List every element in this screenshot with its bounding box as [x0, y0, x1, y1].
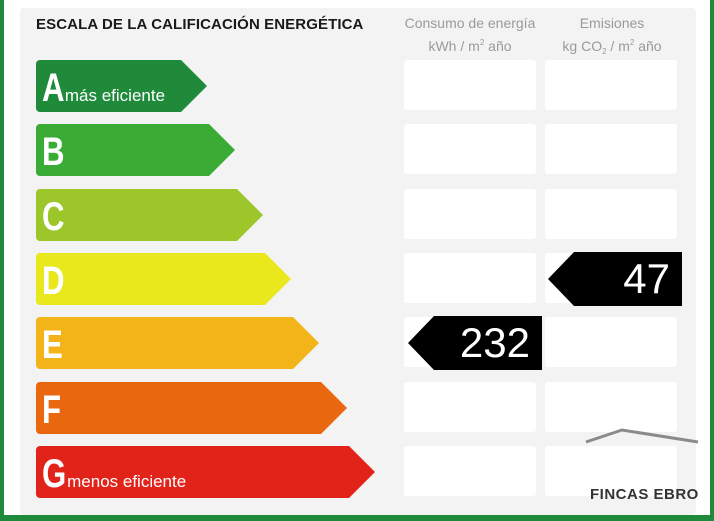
rating-bar-e: E [36, 317, 319, 369]
rating-bar-arrow-tip [265, 253, 291, 305]
emissions-value: 47 [623, 255, 670, 302]
rating-letter: G [42, 452, 67, 496]
rating-bar-arrow-tip [181, 60, 207, 112]
label-title: ESCALA DE LA CALIFICACIÓN ENERGÉTICA [36, 16, 364, 33]
consumption-cell-a [404, 60, 536, 110]
rating-bar-c: C [36, 189, 263, 241]
watermark-logo: FINCAS EBRO [590, 486, 699, 503]
consumption-cell-f [404, 382, 536, 432]
emissions-indicator: 47 [548, 252, 682, 306]
emissions-cell-a [545, 60, 677, 110]
rating-letter: C [42, 195, 65, 239]
consumption-cell-c [404, 189, 536, 239]
consumption-cell-g [404, 446, 536, 496]
rating-bar-arrow-tip [209, 124, 235, 176]
emissions-cell-e [545, 317, 677, 367]
consumption-cell-d [404, 253, 536, 303]
consumption-header-unit: kWh / m2 año [428, 38, 512, 54]
emissions-cell-g [545, 446, 677, 496]
rating-letter: E [42, 323, 63, 367]
emissions-header-line1: Emisiones [579, 15, 645, 31]
rating-bar-arrow-tip [349, 446, 375, 498]
rating-bar-d: D [36, 253, 291, 305]
consumption-value: 232 [459, 319, 530, 366]
rating-letter: D [42, 259, 65, 303]
rating-bar-arrow-tip [237, 189, 263, 241]
rating-letter: B [42, 130, 65, 174]
rating-bar-arrow-tip [321, 382, 347, 434]
emissions-cell-f [545, 382, 677, 432]
consumption-indicator: 232 [408, 316, 542, 370]
rating-bar-f: F [36, 382, 347, 434]
roof-logo-icon [585, 428, 699, 444]
consumption-header-line1: Consumo de energía [404, 15, 536, 31]
emissions-column-header: Emisiones kg CO2 / m2 año [542, 14, 682, 61]
rating-note: menos eficiente [67, 472, 187, 491]
rating-note: más eficiente [64, 86, 166, 105]
rating-bar-arrow-tip [293, 317, 319, 369]
rating-letter: F [42, 388, 62, 432]
emissions-cell-c [545, 189, 677, 239]
emissions-cell-b [545, 124, 677, 174]
rating-letter: A [42, 66, 65, 110]
rating-bar-b: B [36, 124, 235, 176]
emissions-header-unit: kg CO2 / m2 año [562, 38, 662, 56]
consumption-column-header: Consumo de energía kWh / m2 año [400, 14, 540, 56]
consumption-cell-b [404, 124, 536, 174]
